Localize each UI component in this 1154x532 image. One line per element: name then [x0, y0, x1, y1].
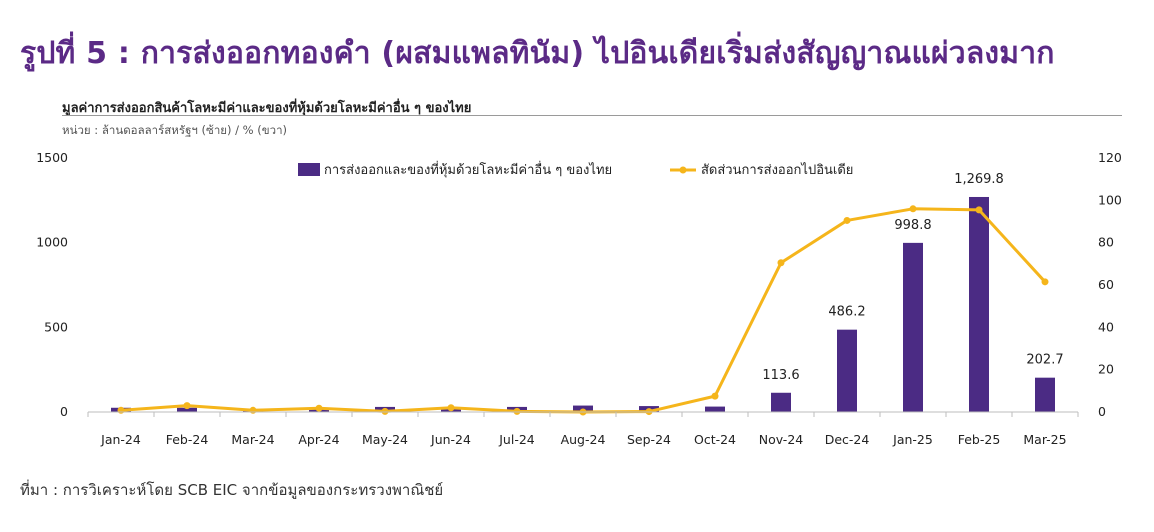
legend: การส่งออกและของที่หุ้มด้วยโลหะมีค่าอื่น …: [298, 161, 853, 178]
bar-series: [111, 196, 1055, 412]
x-axis-tick-label: Dec-24: [825, 432, 870, 447]
chart-area: 0 500 1000 1500 0 20 40 60 80 100 120 Jan-24 Feb-2…: [36, 150, 1122, 447]
x-axis-tick-label: May-24: [362, 432, 408, 447]
x-axis-tick-label: Mar-24: [231, 432, 274, 447]
bar-data-label: 1,269.8: [954, 172, 1004, 187]
left-axis-tick-label: 1500: [36, 150, 68, 165]
legend-swatch-bars: [298, 163, 320, 176]
line-point: [447, 404, 455, 412]
bar: [177, 407, 197, 412]
line-point: [1041, 278, 1049, 286]
x-axis-tick-label: Nov-24: [759, 432, 804, 447]
line-point: [183, 402, 191, 410]
x-axis-tick-label: Oct-24: [694, 432, 736, 447]
right-axis-tick-label: 60: [1098, 277, 1114, 292]
x-axis-tick-label: Jul-24: [498, 432, 535, 447]
x-axis-tick-label: Feb-25: [958, 432, 1001, 447]
x-axis-tick-label: Sep-24: [627, 432, 671, 447]
legend-label-line: สัดส่วนการส่งออกไปอินเดีย: [701, 162, 853, 178]
bar: [705, 406, 725, 412]
source-note: ที่มา : การวิเคราะห์โดย SCB EIC จากข้อมู…: [20, 481, 444, 499]
legend-label-bars: การส่งออกและของที่หุ้มด้วยโลหะมีค่าอื่น …: [324, 161, 612, 178]
right-axis-tick-label: 120: [1098, 150, 1122, 165]
left-axis-tick-label: 1000: [36, 235, 68, 250]
left-axis-tick-label: 500: [44, 319, 68, 334]
bar-data-label: 202.7: [1026, 353, 1063, 368]
x-axis-tick-label: Apr-24: [298, 432, 339, 447]
line-point: [777, 259, 785, 267]
chart-subtitle: หน่วย : ล้านดอลลาร์สหรัฐฯ (ซ้าย) / % (ขว…: [62, 123, 288, 137]
line-point: [513, 407, 521, 415]
data-labels: 113.6 486.2 998.8 1,269.8 202.7: [762, 172, 1063, 383]
x-axis: Jan-24 Feb-24 Mar-24 Apr-24 May-24 Jun-24 Jul-…: [87, 411, 1079, 447]
x-axis-tick-label: Mar-25: [1023, 432, 1066, 447]
line-point: [843, 216, 851, 224]
left-axis-tick-label: 0: [60, 404, 68, 419]
line-point: [381, 407, 389, 415]
line-point: [315, 404, 323, 412]
legend-swatch-marker: [679, 166, 687, 174]
x-axis-tick-label: Aug-24: [561, 432, 606, 447]
right-axis-tick-label: 20: [1098, 362, 1114, 377]
x-axis-tick-label: Jan-25: [892, 432, 933, 447]
line-point: [249, 406, 257, 414]
bar: [837, 329, 857, 412]
line-point: [711, 392, 719, 400]
line-point: [117, 406, 125, 414]
figure-title: รูปที่ 5 : การส่งออกทองคำ (ผสมแพลทินัม) …: [20, 36, 1055, 71]
line-point: [909, 205, 917, 213]
x-axis-tick-label: Feb-24: [166, 432, 209, 447]
left-axis: 0 500 1000 1500: [36, 150, 68, 419]
right-axis-tick-label: 40: [1098, 319, 1114, 334]
right-axis: 0 20 40 60 80 100 120: [1098, 150, 1122, 419]
bar: [771, 392, 791, 412]
right-axis-tick-label: 0: [1098, 404, 1106, 419]
line-point: [975, 206, 983, 214]
bar: [903, 242, 923, 412]
bar-data-label: 486.2: [828, 305, 865, 320]
title-divider: [62, 115, 1122, 116]
bar: [1035, 377, 1055, 412]
bar-data-label: 998.8: [894, 218, 931, 233]
right-axis-tick-label: 100: [1098, 192, 1122, 207]
bar: [969, 196, 989, 412]
chart-title: มูลค่าการส่งออกสินค้าโลหะมีค่าและของที่ห…: [62, 101, 472, 116]
x-axis-tick-label: Jun-24: [430, 432, 471, 447]
right-axis-tick-label: 80: [1098, 235, 1114, 250]
x-axis-tick-label: Jan-24: [100, 432, 141, 447]
bar-data-label: 113.6: [762, 368, 799, 383]
